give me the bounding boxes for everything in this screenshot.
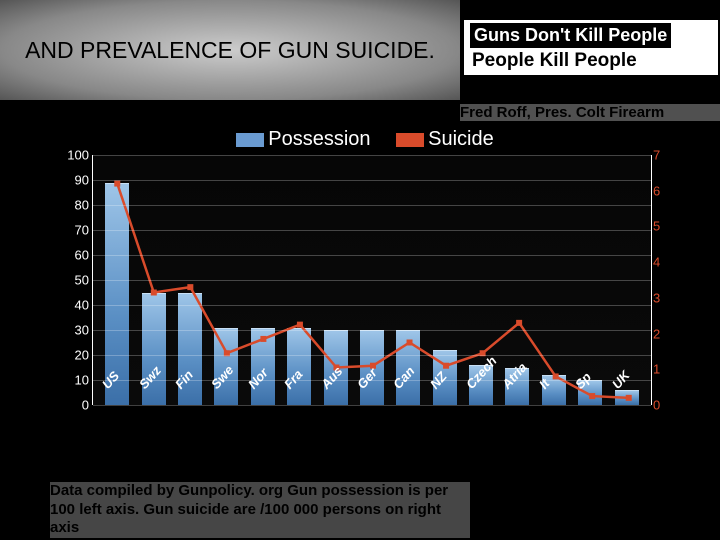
y-right-tick: 0: [653, 398, 667, 413]
legend-suicide-label: Suicide: [428, 128, 494, 150]
y-left-tick: 70: [65, 223, 89, 238]
y-left-tick: 80: [65, 198, 89, 213]
y-right-tick: 3: [653, 290, 667, 305]
title-area: AND PREVALENCE OF GUN SUICIDE.: [0, 0, 460, 100]
y-left-tick: 30: [65, 323, 89, 338]
possession-swatch: [236, 133, 264, 147]
chart: Possession Suicide USSwzFinSweNorFraAusG…: [70, 128, 660, 468]
y-left-tick: 50: [65, 273, 89, 288]
slogan-line1: Guns Don't Kill People: [470, 23, 671, 48]
y-right-tick: 4: [653, 255, 667, 270]
legend-possession-label: Possession: [268, 128, 370, 150]
y-right-tick: 1: [653, 362, 667, 377]
y-right-tick: 2: [653, 326, 667, 341]
suicide-swatch: [396, 133, 424, 147]
y-left-tick: 100: [65, 148, 89, 163]
slogan-box: Guns Don't Kill People People Kill Peopl…: [462, 18, 720, 77]
plot-area: USSwzFinSweNorFraAusGerCanNZCzechAtriaIt…: [92, 155, 652, 405]
y-right-tick: 5: [653, 219, 667, 234]
y-left-tick: 90: [65, 173, 89, 188]
slide-title: AND PREVALENCE OF GUN SUICIDE.: [25, 36, 435, 65]
y-right-tick: 7: [653, 148, 667, 163]
y-right-tick: 6: [653, 183, 667, 198]
footer-text: Data compiled by Gunpolicy. org Gun poss…: [50, 482, 470, 538]
y-left-tick: 20: [65, 348, 89, 363]
y-left-tick: 60: [65, 248, 89, 263]
legend-suicide: Suicide: [396, 128, 494, 150]
attribution: Fred Roff, Pres. Colt Firearm: [460, 104, 720, 121]
legend-possession: Possession: [236, 128, 376, 150]
legend: Possession Suicide: [70, 128, 660, 151]
y-left-tick: 10: [65, 373, 89, 388]
slogan-line2: People Kill People: [470, 48, 712, 72]
y-left-tick: 40: [65, 298, 89, 313]
y-left-tick: 0: [65, 398, 89, 413]
